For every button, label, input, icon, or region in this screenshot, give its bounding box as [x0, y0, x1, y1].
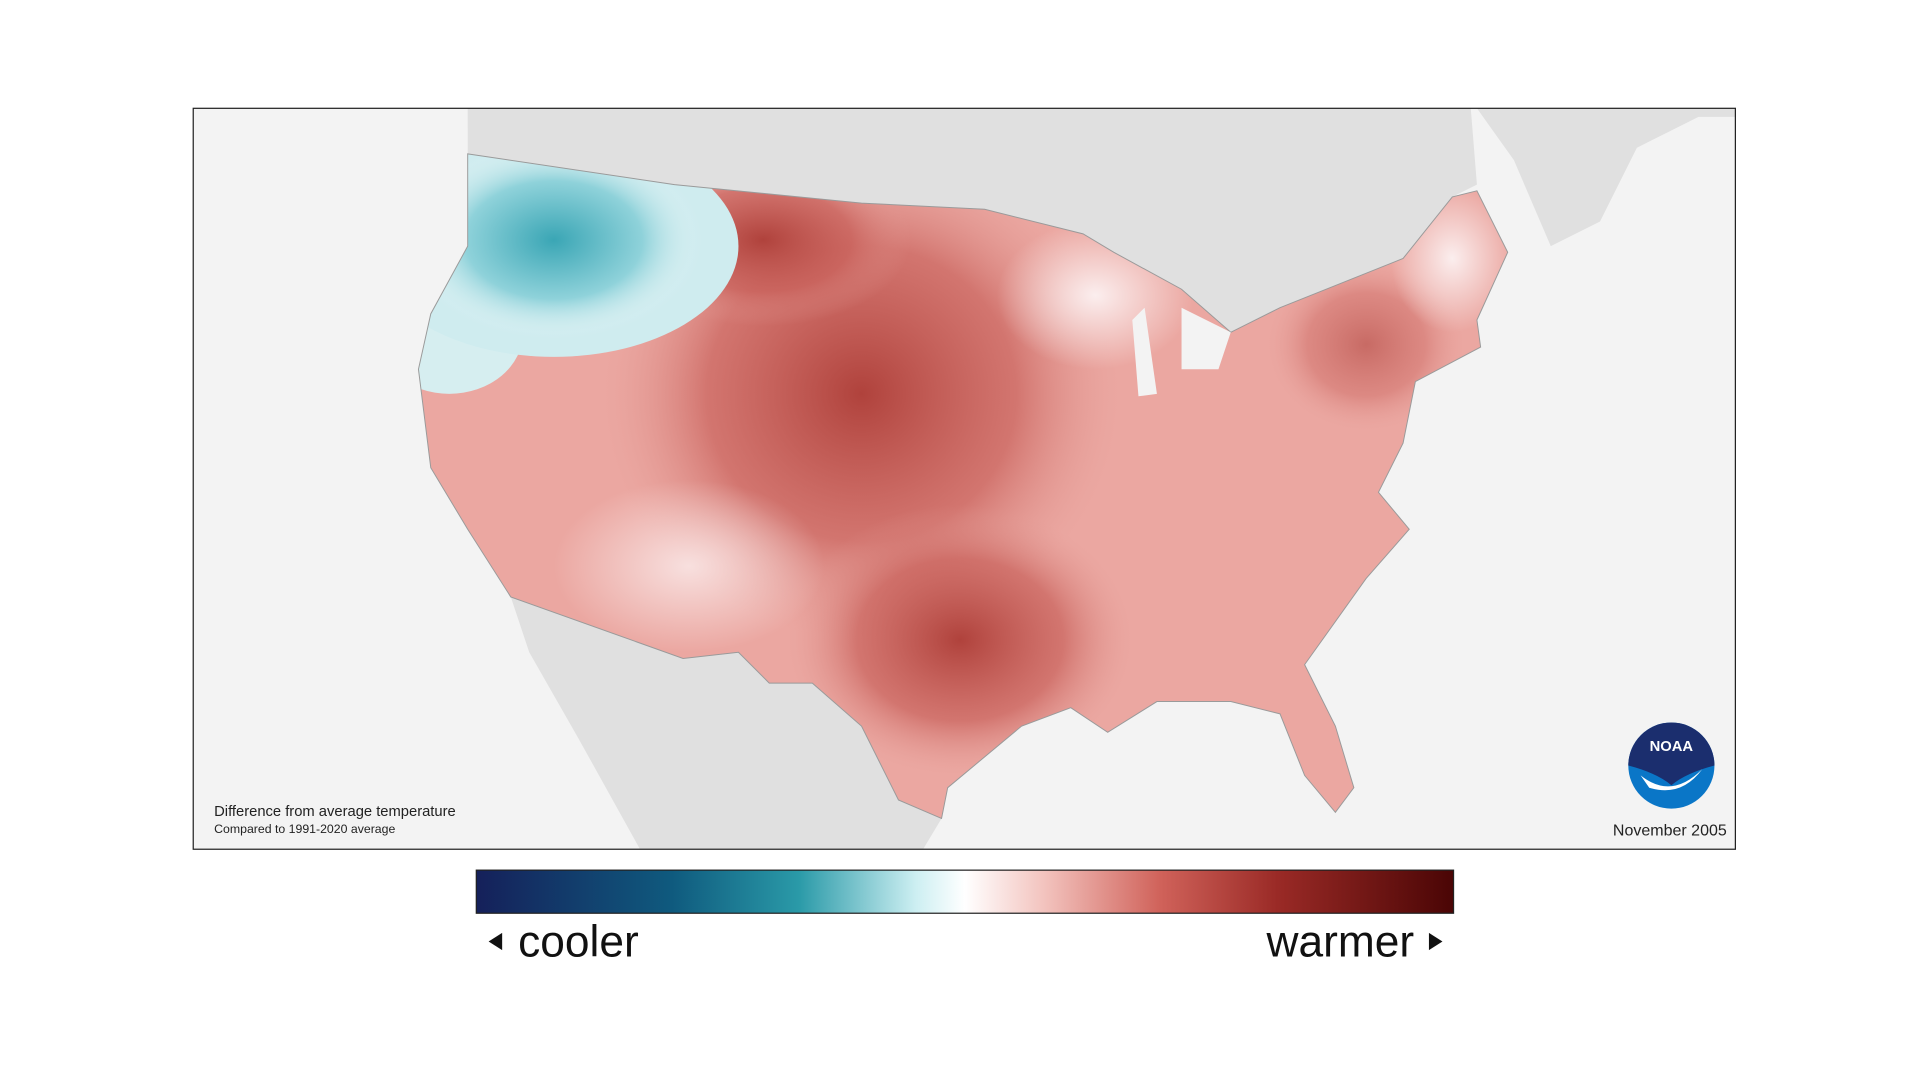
logo-bird [1640, 769, 1703, 791]
legend: cooler warmer [475, 869, 1455, 966]
color-bar [475, 869, 1455, 914]
warm-core [787, 504, 1133, 776]
canada [449, 108, 1736, 333]
map-frame [192, 107, 1736, 850]
legend-low: cooler [518, 917, 639, 966]
noaa-logo: NOAA [1628, 722, 1715, 809]
cooler-arrow [488, 932, 503, 951]
legend-high: warmer [1265, 917, 1414, 966]
caption-title: Difference from average temperature [214, 804, 456, 820]
caption-subtitle: Compared to 1991-2020 average [214, 822, 395, 836]
mild-zone [553, 480, 825, 653]
map-area: Difference from average temperature Comp… [193, 108, 1736, 850]
warmer-arrow [1428, 932, 1443, 951]
cool-core [418, 153, 702, 339]
great-lakes [1132, 307, 1231, 397]
logo-text: NOAA [1650, 739, 1694, 755]
logo-top [1628, 722, 1715, 786]
map-date: November 2005 [1613, 823, 1727, 840]
mexico [510, 596, 942, 850]
